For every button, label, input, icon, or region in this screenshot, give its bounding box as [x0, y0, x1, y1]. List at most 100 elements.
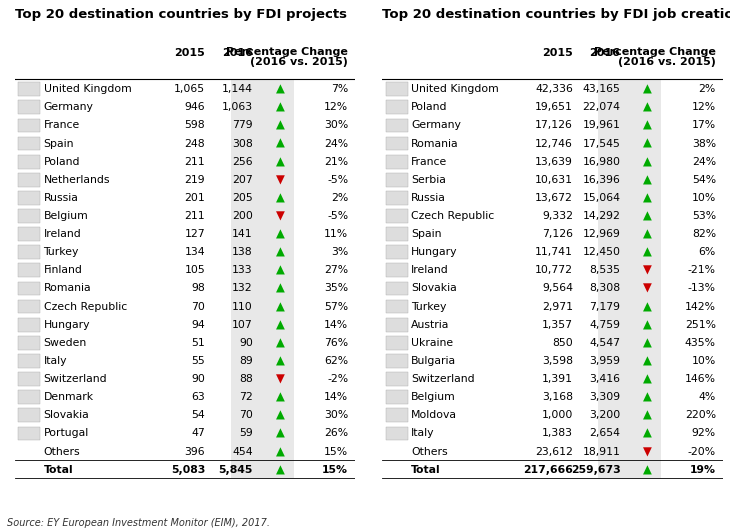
Bar	[385, 426, 408, 440]
Text: -5%: -5%	[327, 211, 348, 221]
Text: 26%: 26%	[324, 429, 348, 439]
Text: Sweden: Sweden	[44, 338, 87, 348]
Text: 24%: 24%	[692, 157, 716, 167]
Text: 133: 133	[232, 266, 253, 276]
Text: -20%: -20%	[688, 447, 716, 457]
Text: Russia: Russia	[411, 193, 446, 203]
Bar	[18, 173, 40, 186]
Bar	[231, 79, 293, 478]
Text: 3%: 3%	[331, 247, 348, 257]
Text: (2016 vs. 2015): (2016 vs. 2015)	[250, 57, 348, 67]
Text: 16,396: 16,396	[583, 175, 620, 185]
Bar	[18, 191, 40, 205]
Text: Belgium: Belgium	[44, 211, 88, 221]
Bar	[385, 299, 408, 313]
Text: 220%: 220%	[685, 410, 716, 421]
Text: 1,357: 1,357	[542, 320, 573, 330]
Text: 454: 454	[232, 447, 253, 457]
Text: 30%: 30%	[324, 410, 348, 421]
Text: ▼: ▼	[276, 373, 285, 386]
Text: 92%: 92%	[692, 429, 716, 439]
Text: ▲: ▲	[276, 137, 285, 150]
Bar	[18, 82, 40, 96]
Text: 6%: 6%	[699, 247, 716, 257]
Bar	[18, 336, 40, 350]
Text: 2015: 2015	[174, 48, 205, 58]
Text: 55: 55	[191, 356, 205, 366]
Bar	[18, 299, 40, 313]
Text: ▲: ▲	[643, 191, 652, 204]
Text: 17,545: 17,545	[583, 139, 620, 149]
Bar	[18, 227, 40, 241]
Text: ▲: ▲	[643, 427, 652, 440]
Text: 132: 132	[232, 284, 253, 294]
Text: Romania: Romania	[44, 284, 91, 294]
Text: Netherlands: Netherlands	[44, 175, 110, 185]
Text: Turkey: Turkey	[411, 302, 447, 312]
Bar	[18, 318, 40, 331]
Text: 35%: 35%	[324, 284, 348, 294]
Text: 76%: 76%	[324, 338, 348, 348]
Bar	[385, 245, 408, 259]
Text: 16,980: 16,980	[583, 157, 620, 167]
Text: ▲: ▲	[276, 427, 285, 440]
Text: ▲: ▲	[276, 391, 285, 404]
Text: 22,074: 22,074	[583, 102, 620, 112]
Text: 70: 70	[239, 410, 253, 421]
Text: ▼: ▼	[276, 173, 285, 186]
Text: ▲: ▲	[276, 336, 285, 349]
Text: 1,383: 1,383	[542, 429, 573, 439]
Text: Ukraine: Ukraine	[411, 338, 453, 348]
Bar	[385, 408, 408, 422]
Text: Germany: Germany	[411, 121, 461, 131]
Text: Austria: Austria	[411, 320, 450, 330]
Text: 211: 211	[185, 211, 205, 221]
Text: ▲: ▲	[643, 228, 652, 241]
Bar	[385, 191, 408, 205]
Bar	[385, 281, 408, 295]
Text: 23,612: 23,612	[535, 447, 573, 457]
Bar	[385, 372, 408, 386]
Text: 598: 598	[185, 121, 205, 131]
Bar	[18, 390, 40, 404]
Text: 146%: 146%	[685, 374, 716, 384]
Text: ▲: ▲	[643, 210, 652, 222]
Text: 9,332: 9,332	[542, 211, 573, 221]
Text: ▼: ▼	[643, 282, 652, 295]
Text: 63: 63	[191, 392, 205, 402]
Text: 3,598: 3,598	[542, 356, 573, 366]
Text: ▲: ▲	[643, 155, 652, 168]
Text: 12%: 12%	[692, 102, 716, 112]
Text: ▲: ▲	[276, 264, 285, 277]
Bar	[385, 390, 408, 404]
Text: ▲: ▲	[643, 101, 652, 114]
Text: 248: 248	[185, 139, 205, 149]
Bar	[599, 79, 661, 478]
Text: 12,969: 12,969	[583, 229, 620, 239]
Bar	[385, 263, 408, 277]
Text: 42,336: 42,336	[535, 84, 573, 94]
Text: France: France	[411, 157, 447, 167]
Bar	[385, 227, 408, 241]
Text: 141: 141	[232, 229, 253, 239]
Text: 13,639: 13,639	[535, 157, 573, 167]
Text: 19,961: 19,961	[583, 121, 620, 131]
Text: ▲: ▲	[643, 83, 652, 96]
Bar	[385, 336, 408, 350]
Text: 127: 127	[185, 229, 205, 239]
Text: 11%: 11%	[324, 229, 348, 239]
Text: Italy: Italy	[44, 356, 67, 366]
Text: 10,631: 10,631	[535, 175, 573, 185]
Text: 88: 88	[239, 374, 253, 384]
Text: ▲: ▲	[643, 137, 652, 150]
Text: 8,535: 8,535	[590, 266, 620, 276]
Text: Belgium: Belgium	[411, 392, 456, 402]
Text: Russia: Russia	[44, 193, 78, 203]
Text: ▲: ▲	[276, 318, 285, 331]
Text: (2016 vs. 2015): (2016 vs. 2015)	[618, 57, 716, 67]
Text: ▲: ▲	[276, 191, 285, 204]
Text: ▲: ▲	[276, 228, 285, 241]
Bar	[18, 426, 40, 440]
Text: 90: 90	[191, 374, 205, 384]
Text: Percentage Change: Percentage Change	[226, 47, 348, 57]
